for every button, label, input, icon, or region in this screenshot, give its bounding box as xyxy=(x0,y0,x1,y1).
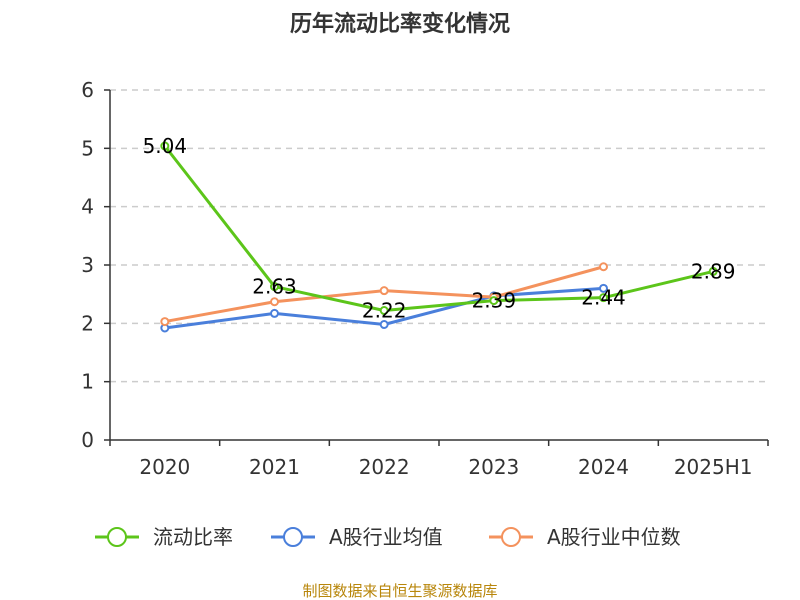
legend-marker-2 xyxy=(501,527,521,547)
series-0-point-2021 xyxy=(270,282,279,292)
source-note: 制图数据来自恒生聚源数据库 xyxy=(302,582,497,600)
data-label-2022: 2.22 xyxy=(362,299,407,323)
data-label-2025H1: 2.89 xyxy=(691,259,736,283)
series-0-point-2022 xyxy=(379,306,389,315)
y-tick-label-4: 4 xyxy=(81,195,94,219)
axis-layer: 0 1 2 3 4 5 6 2020 2021 2022 2023 2024 2025H1 xyxy=(81,78,769,479)
series-layer xyxy=(160,141,718,333)
y-tick-label-6: 6 xyxy=(81,78,94,102)
legend-label-2: A股行业中位数 xyxy=(547,525,681,549)
series-1-point-2022 xyxy=(379,320,389,329)
data-label-2020: 5.04 xyxy=(143,134,188,158)
data-label-2024: 2.44 xyxy=(581,286,626,310)
y-tick-label-1: 1 xyxy=(81,370,94,394)
series-0-point-2025H1 xyxy=(708,266,718,276)
y-tick-label-2: 2 xyxy=(81,311,94,335)
series-2-point-2022 xyxy=(379,286,389,296)
x-tick-label-2024: 2024 xyxy=(578,455,629,479)
data-label-2023: 2.39 xyxy=(472,289,517,313)
series-0-point-2023 xyxy=(489,296,499,306)
series-0-point-2024 xyxy=(599,293,608,303)
legend-label-0: 流动比率 xyxy=(153,525,233,549)
series-2-point-2024 xyxy=(599,262,608,272)
legend: 流动比率 A股行业均值 A股行业中位数 xyxy=(95,525,681,549)
y-tick-label-0: 0 xyxy=(81,428,94,452)
x-tick-label-2021: 2021 xyxy=(249,455,300,479)
x-tick-label-2020: 2020 xyxy=(139,455,190,479)
y-tick-label-5: 5 xyxy=(81,136,94,160)
legend-marker-1 xyxy=(283,527,303,547)
legend-label-1: A股行业均值 xyxy=(329,525,443,549)
series-2-point-2021 xyxy=(270,297,279,307)
legend-marker-0 xyxy=(107,527,127,547)
x-tick-label-2023: 2023 xyxy=(468,455,519,479)
series-0-point-2020 xyxy=(160,141,170,151)
data-label-2021: 2.63 xyxy=(252,275,297,299)
y-tick-label-3: 3 xyxy=(81,253,94,277)
series-line-0 xyxy=(163,145,714,312)
grid-layer xyxy=(110,89,768,383)
series-1-point-2024 xyxy=(599,283,608,293)
chart-title: 历年流动比率变化情况 xyxy=(290,11,510,37)
x-tick-label-2025H1: 2025H1 xyxy=(674,455,753,479)
series-2-point-2020 xyxy=(160,317,170,327)
data-label-layer: 5.04 2.63 2.22 2.39 2.44 2.89 xyxy=(143,134,736,323)
x-tick-label-2022: 2022 xyxy=(359,455,410,479)
series-1-point-2021 xyxy=(270,308,279,318)
